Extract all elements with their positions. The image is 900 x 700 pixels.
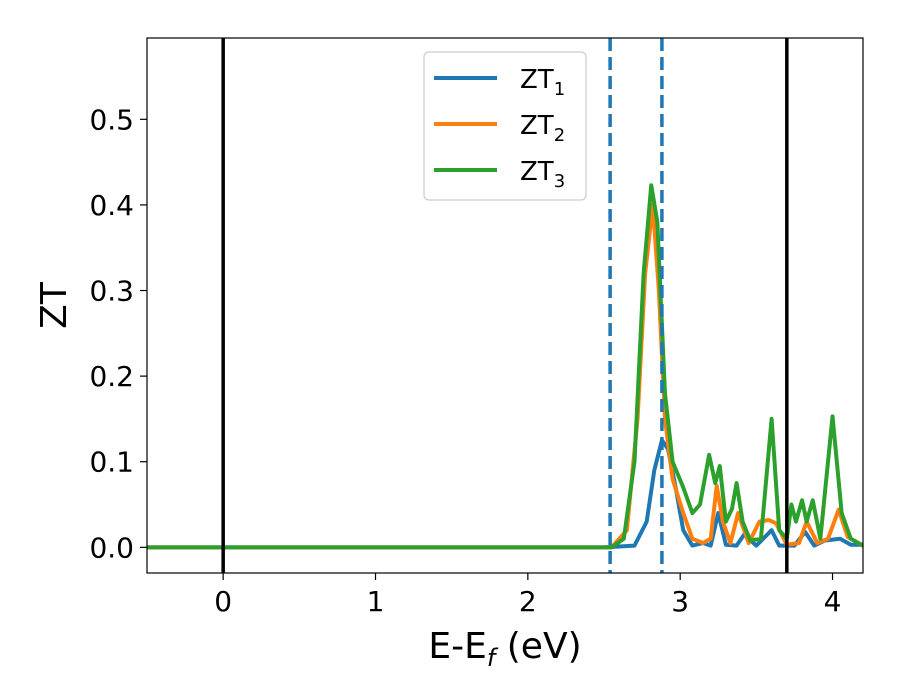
y-tick-label: 0.4 xyxy=(89,189,134,222)
legend-box xyxy=(423,51,587,201)
y-tick-label: 0.1 xyxy=(89,446,134,479)
x-tick-label: 2 xyxy=(519,585,537,618)
y-tick-label: 0.5 xyxy=(89,103,134,136)
x-tick-label: 1 xyxy=(367,585,385,618)
legend-label: ZT3 xyxy=(520,157,565,192)
x-axis-label: E-Ef (eV) xyxy=(428,626,581,672)
y-tick-label: 0.0 xyxy=(89,531,134,564)
series-line-zt3 xyxy=(147,183,863,550)
y-axis-label: ZT xyxy=(34,281,75,329)
plot-frame xyxy=(146,37,864,574)
legend-entry-zt1: ZT1 xyxy=(434,65,565,100)
x-tick-label: 4 xyxy=(824,585,842,618)
legend-entry-zt2: ZT2 xyxy=(434,111,565,146)
legend-entry-zt3: ZT3 xyxy=(434,157,565,192)
x-tick-label: 3 xyxy=(671,585,689,618)
x-tick-label: 0 xyxy=(214,585,232,618)
y-tick-label: 0.2 xyxy=(89,360,134,393)
series-line-zt1 xyxy=(147,438,863,550)
y-tick-label: 0.3 xyxy=(89,275,134,308)
series-line-zt2 xyxy=(147,202,863,550)
legend-label: ZT1 xyxy=(520,65,565,100)
legend-label: ZT2 xyxy=(520,111,565,146)
